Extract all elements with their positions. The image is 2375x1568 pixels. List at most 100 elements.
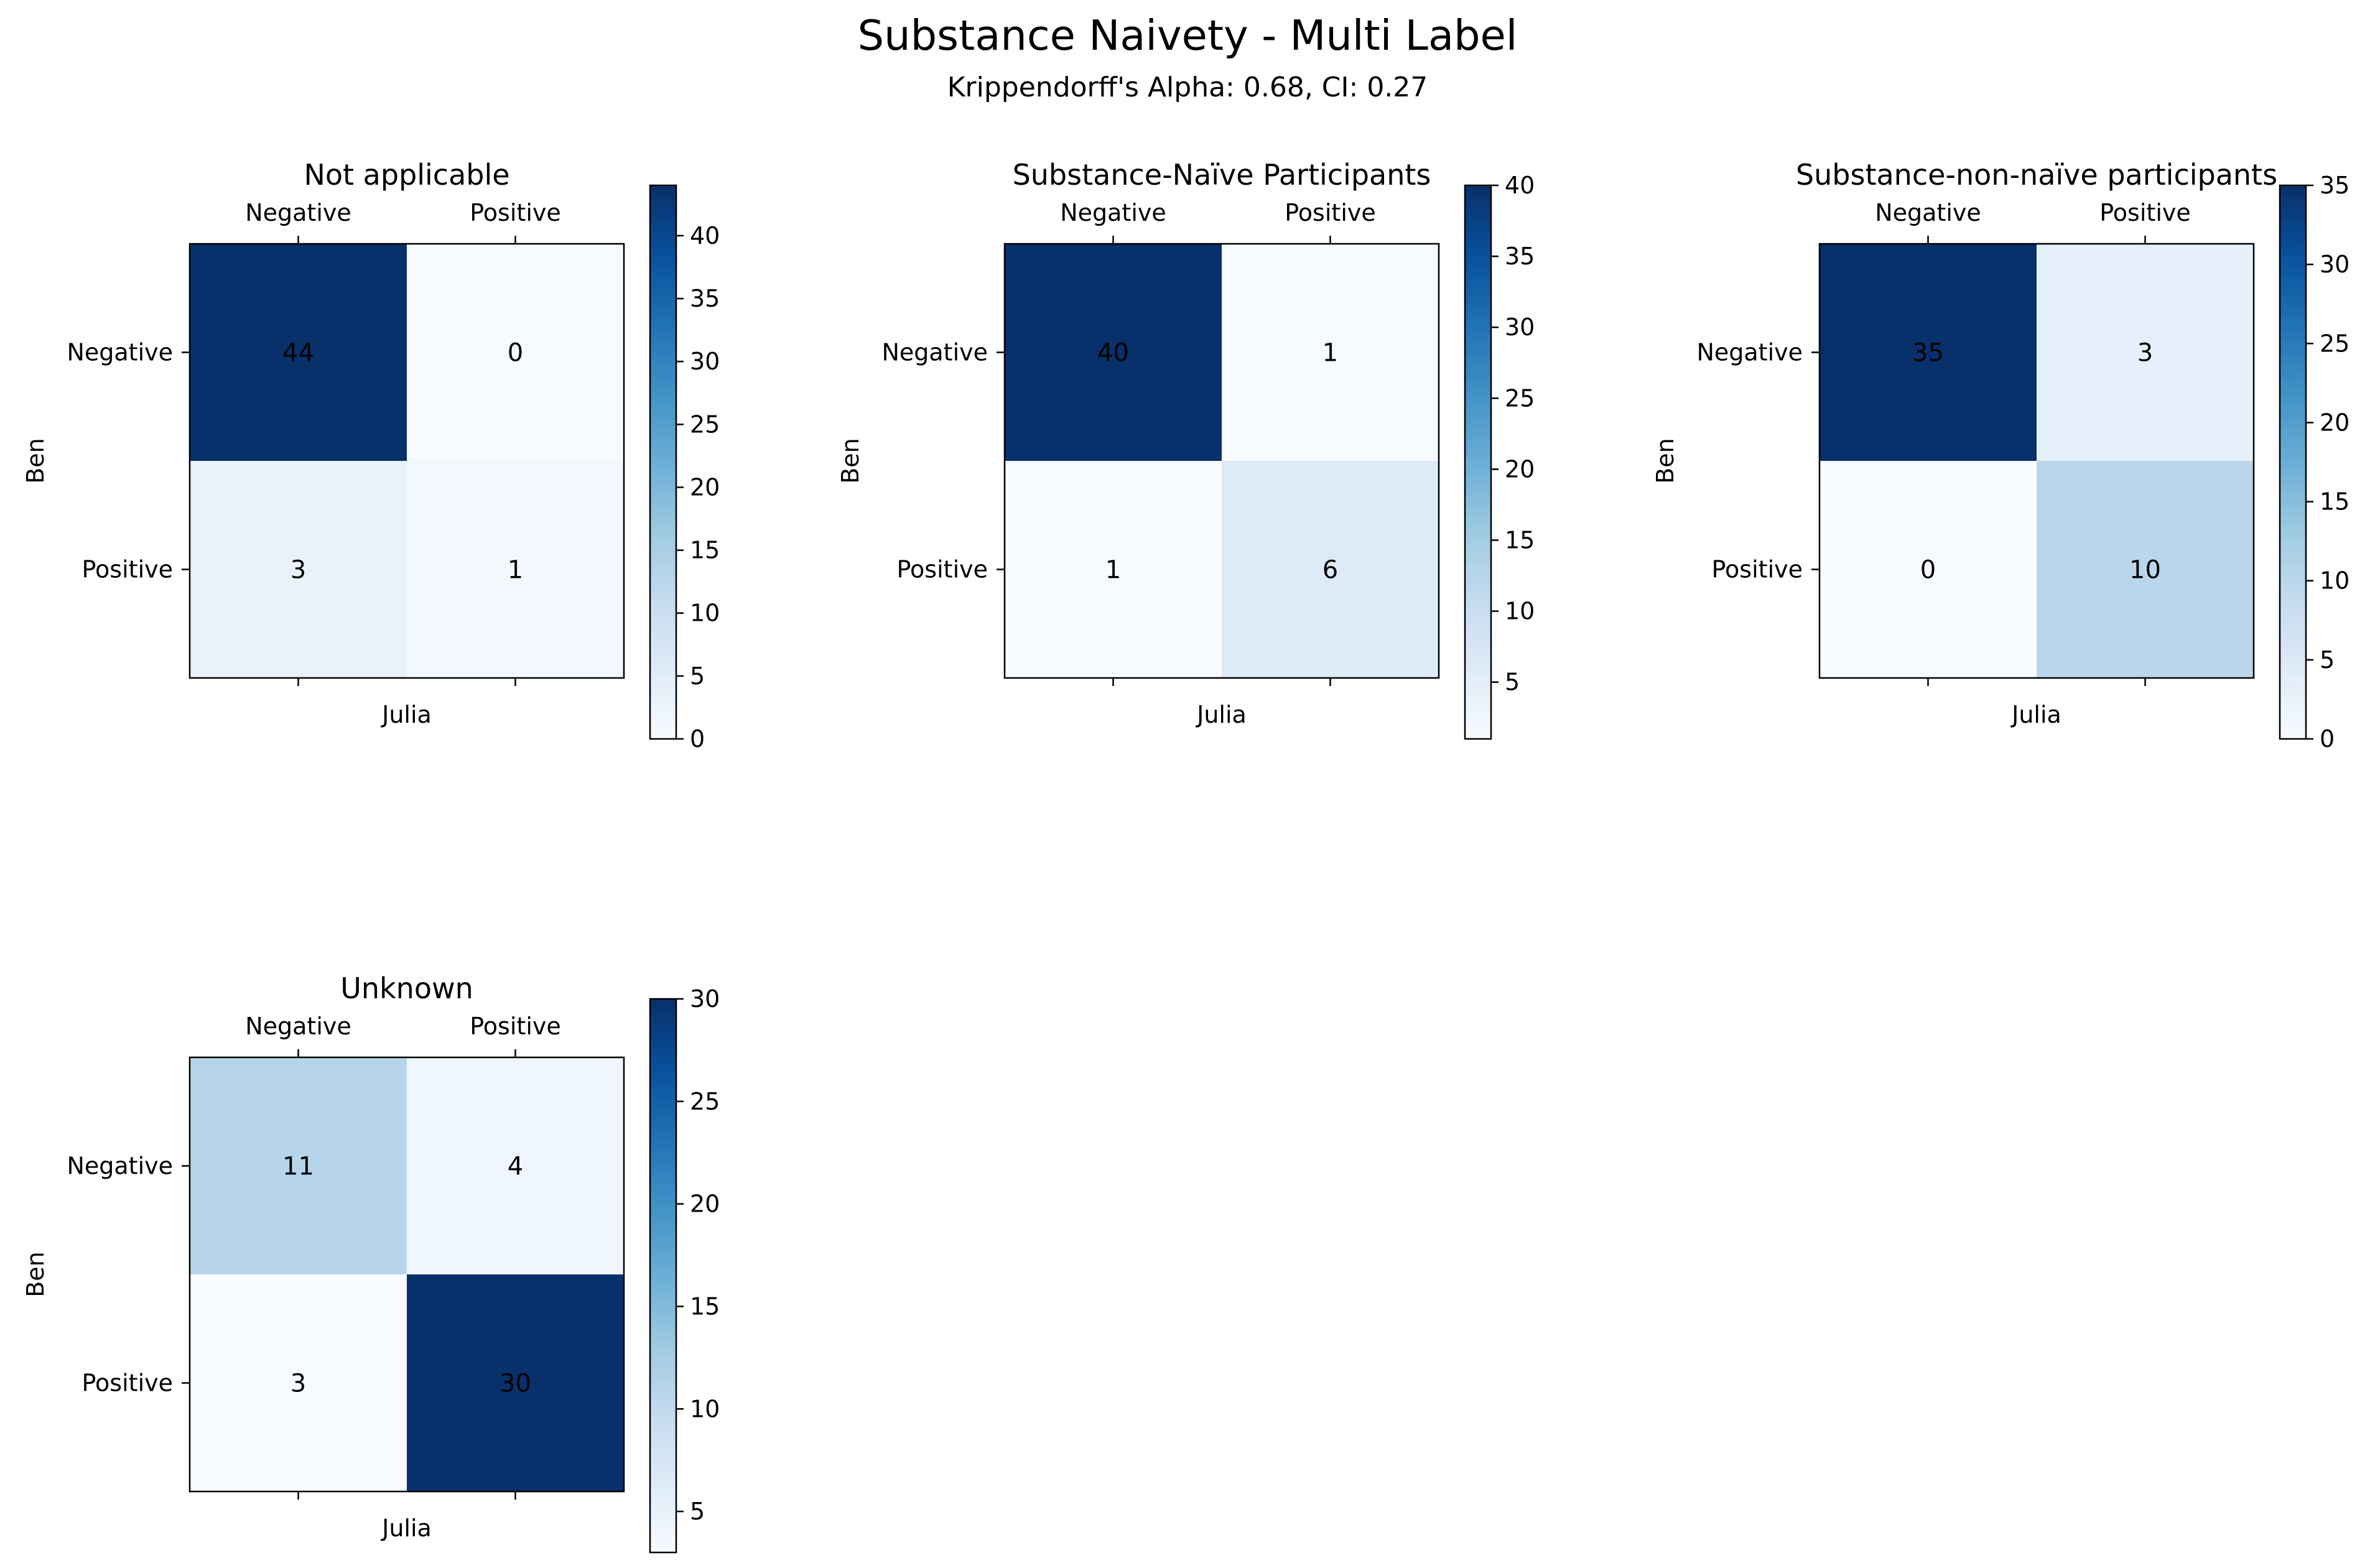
colorbar-gradient-strip bbox=[650, 411, 676, 417]
colorbar-gradient-strip bbox=[2280, 619, 2306, 624]
colorbar-gradient-strip bbox=[650, 383, 676, 389]
colorbar-tick-label: 35 bbox=[2320, 172, 2349, 199]
colorbar-gradient-strip bbox=[1465, 194, 1491, 200]
colorbar-gradient-strip bbox=[1465, 305, 1491, 311]
colorbar-gradient-strip bbox=[1465, 443, 1491, 449]
y-tick-label: Negative bbox=[67, 1153, 173, 1180]
colorbar-gradient-strip bbox=[1465, 314, 1491, 320]
colorbar-gradient-strip bbox=[1465, 674, 1491, 680]
colorbar-gradient-strip bbox=[650, 1110, 676, 1115]
colorbar-gradient-strip bbox=[2280, 513, 2306, 518]
colorbar-gradient-strip bbox=[2280, 554, 2306, 560]
colorbar-gradient-strip bbox=[650, 471, 676, 477]
y-axis-label: Ben bbox=[22, 438, 49, 484]
colorbar-gradient-strip bbox=[2280, 499, 2306, 504]
colorbar-gradient-strip bbox=[650, 1261, 676, 1267]
colorbar-gradient-strip bbox=[1465, 619, 1491, 624]
colorbar-gradient-strip bbox=[2280, 633, 2306, 638]
heatmap-cell bbox=[1222, 461, 1439, 678]
colorbar-gradient-strip bbox=[1465, 720, 1491, 726]
colorbar-gradient-strip bbox=[1465, 319, 1491, 325]
heatmap-cell bbox=[190, 1274, 407, 1491]
colorbar-gradient-strip bbox=[650, 503, 676, 509]
colorbar-gradient-strip bbox=[1465, 245, 1491, 251]
colorbar-gradient-strip bbox=[2280, 466, 2306, 472]
colorbar-gradient-strip bbox=[1465, 231, 1491, 237]
colorbar-gradient-strip bbox=[1465, 264, 1491, 269]
colorbar-gradient-strip bbox=[1465, 684, 1491, 689]
colorbar-gradient-strip bbox=[1465, 333, 1491, 338]
x-tick-label: Negative bbox=[1875, 199, 1981, 226]
colorbar-gradient-strip bbox=[650, 1271, 676, 1276]
colorbar-gradient-strip bbox=[650, 272, 676, 279]
colorbar-gradient-strip bbox=[650, 614, 676, 619]
colorbar-tick-label: 5 bbox=[690, 1498, 705, 1525]
colorbar-gradient-strip bbox=[2280, 203, 2306, 209]
colorbar-gradient-strip bbox=[2280, 305, 2306, 311]
colorbar-gradient-strip bbox=[1465, 466, 1491, 472]
colorbar-gradient-strip bbox=[2280, 346, 2306, 352]
colorbar-gradient-strip bbox=[1465, 351, 1491, 357]
colorbar-gradient-strip bbox=[650, 1317, 676, 1322]
colorbar-gradient-strip bbox=[650, 448, 676, 453]
colorbar-gradient-strip bbox=[650, 415, 676, 422]
colorbar-gradient-strip bbox=[650, 1303, 676, 1309]
figure-subtitle: Krippendorff's Alpha: 0.68, CI: 0.27 bbox=[947, 72, 1428, 103]
colorbar-gradient-strip bbox=[650, 1137, 676, 1143]
colorbar-gradient-strip bbox=[650, 268, 676, 274]
colorbar-gradient-strip bbox=[2280, 351, 2306, 357]
colorbar-gradient-strip bbox=[1465, 730, 1491, 735]
colorbar-tick-label: 10 bbox=[1505, 598, 1535, 625]
colorbar-gradient-strip bbox=[2280, 462, 2306, 468]
colorbar-gradient-strip bbox=[650, 1294, 676, 1299]
heatmap-cell bbox=[190, 1057, 407, 1274]
colorbar-gradient-strip bbox=[650, 407, 676, 412]
colorbar-gradient-strip bbox=[650, 374, 676, 380]
colorbar-gradient-strip bbox=[1465, 489, 1491, 495]
colorbar-gradient-strip bbox=[1465, 688, 1491, 694]
colorbar-gradient-strip bbox=[2280, 342, 2306, 348]
colorbar-gradient-strip bbox=[2280, 319, 2306, 325]
colorbar-gradient-strip bbox=[2280, 559, 2306, 564]
colorbar-gradient-strip bbox=[1465, 669, 1491, 675]
colorbar-gradient-strip bbox=[650, 540, 676, 546]
colorbar-gradient-strip bbox=[650, 600, 676, 606]
heatmap-cell bbox=[1222, 244, 1439, 461]
colorbar-gradient-strip bbox=[650, 1045, 676, 1051]
y-tick-label: Positive bbox=[897, 556, 988, 583]
heatmap-panel: Not applicable 44 0 3 1 Negative Positive Negat… bbox=[22, 158, 720, 753]
colorbar-gradient-strip bbox=[650, 1284, 676, 1291]
cell-value-label: 3 bbox=[2137, 339, 2153, 368]
colorbar: 0 5 10 15 20 25 30 35 bbox=[2279, 172, 2349, 753]
colorbar-gradient-strip bbox=[650, 1395, 676, 1401]
colorbar-gradient-strip bbox=[1465, 577, 1491, 583]
colorbar-gradient-strip bbox=[650, 1354, 676, 1360]
colorbar-gradient-strip bbox=[1465, 656, 1491, 661]
colorbar-gradient-strip bbox=[650, 199, 676, 205]
colorbar-gradient-strip bbox=[650, 734, 676, 740]
colorbar-gradient-strip bbox=[1465, 637, 1491, 643]
colorbar-gradient-strip bbox=[1465, 568, 1491, 573]
colorbar-gradient-strip bbox=[650, 369, 676, 375]
colorbar-gradient-strip bbox=[2280, 241, 2306, 246]
colorbar-gradient-strip bbox=[1465, 190, 1491, 195]
colorbar-gradient-strip bbox=[650, 259, 676, 264]
colorbar-gradient-strip bbox=[2280, 596, 2306, 601]
colorbar-gradient-strip bbox=[650, 1289, 676, 1295]
colorbar-gradient-strip bbox=[650, 342, 676, 348]
colorbar-tick-label: 10 bbox=[690, 1395, 720, 1422]
colorbar-gradient-strip bbox=[650, 1257, 676, 1263]
colorbar-gradient-strip bbox=[2280, 236, 2306, 241]
colorbar-gradient-strip bbox=[650, 1169, 676, 1175]
colorbar-gradient-strip bbox=[2280, 656, 2306, 661]
colorbar-gradient-strip bbox=[650, 605, 676, 611]
colorbar-gradient-strip bbox=[650, 619, 676, 624]
colorbar-tick-label: 30 bbox=[1505, 313, 1535, 341]
colorbar-gradient-strip bbox=[1465, 665, 1491, 670]
colorbar-gradient-strip bbox=[650, 1450, 676, 1457]
colorbar-gradient-strip bbox=[1465, 448, 1491, 453]
colorbar-gradient-strip bbox=[650, 1123, 676, 1129]
colorbar-gradient-strip bbox=[650, 476, 676, 481]
colorbar-gradient-strip bbox=[1465, 346, 1491, 352]
